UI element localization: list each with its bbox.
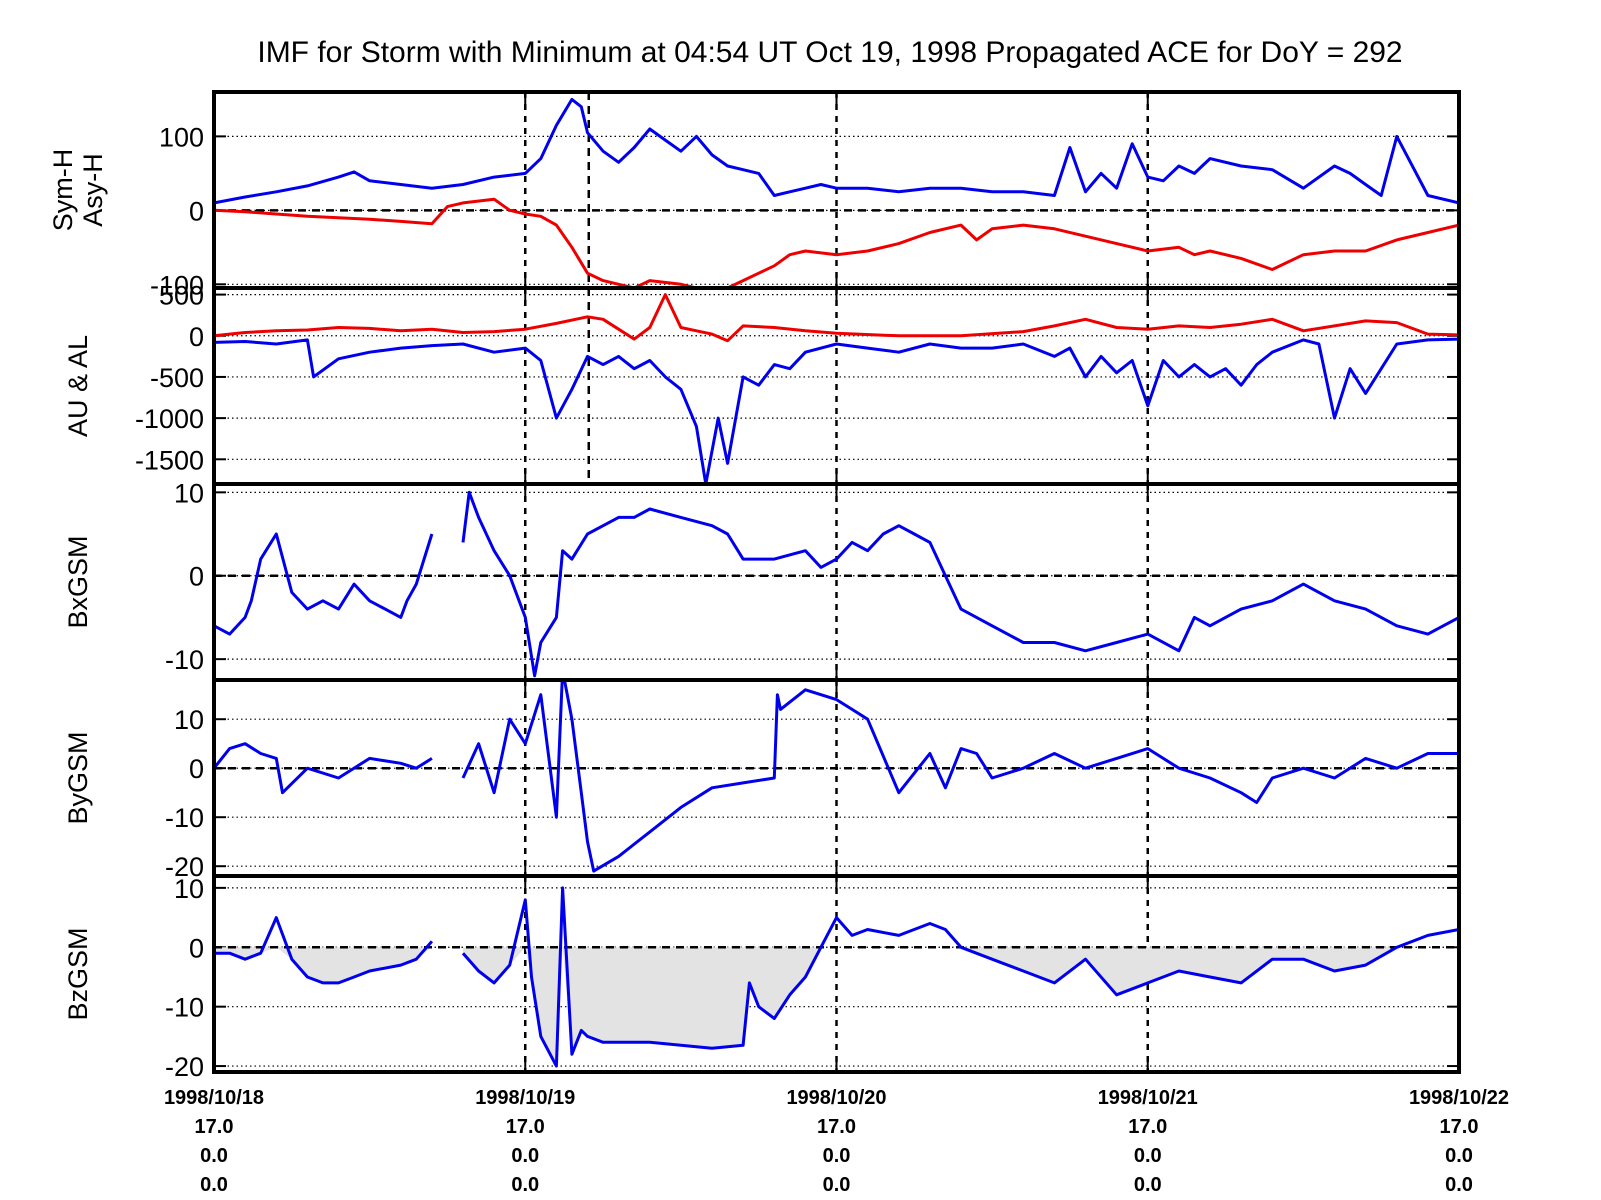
x-tick-sublabel: 0.0 bbox=[1445, 1174, 1473, 1196]
negative-area-fill bbox=[214, 947, 432, 983]
y-axis-label-line: ByGSM bbox=[63, 731, 93, 824]
y-tick-label: -10 bbox=[165, 803, 204, 833]
x-tick-group: 1998/10/20 17.0 0.0 0.0 bbox=[786, 1087, 886, 1196]
y-tick-label: -1500 bbox=[135, 445, 204, 475]
panel-bz: 10 0 -10 -20 BzGSM bbox=[63, 874, 1461, 1082]
x-tick-date: 1998/10/19 bbox=[475, 1087, 575, 1109]
x-tick-group: 1998/10/21 17.0 0.0 0.0 bbox=[1098, 1087, 1198, 1196]
series-line-bzgsm bbox=[214, 886, 1459, 1068]
x-tick-sublabel: 0.0 bbox=[511, 1174, 539, 1196]
y-axis-label-line: Asy-H bbox=[78, 153, 108, 227]
x-axis: 1998/10/18 17.0 0.0 0.0 1998/10/19 17.0 0.0 0.0… bbox=[164, 1087, 1509, 1196]
series-line-sym-h bbox=[214, 197, 1459, 288]
y-tick-label: -1000 bbox=[135, 404, 204, 434]
y-axis-label: Sym-HAsy-H bbox=[48, 149, 108, 232]
x-tick-sublabel: 17.0 bbox=[195, 1116, 234, 1138]
x-tick-sublabel: 0.0 bbox=[200, 1145, 228, 1167]
series-line-bygsm bbox=[214, 680, 1459, 873]
x-tick-sublabel: 0.0 bbox=[1445, 1145, 1473, 1167]
y-tick-label: -10 bbox=[165, 993, 204, 1023]
panel-bx: 10 0 -10 BxGSM bbox=[63, 478, 1461, 682]
x-tick-sublabel: 17.0 bbox=[1440, 1116, 1479, 1138]
panel-sym-asy: 100 0 -100 Sym-HAsy-H bbox=[48, 90, 1461, 300]
y-axis-label-line: Sym-H bbox=[48, 149, 78, 232]
x-tick-sublabel: 0.0 bbox=[511, 1145, 539, 1167]
series-line-au bbox=[214, 293, 1459, 343]
x-tick-date: 1998/10/20 bbox=[786, 1087, 886, 1109]
y-tick-label: 500 bbox=[159, 281, 204, 311]
y-tick-label: 10 bbox=[174, 874, 204, 904]
x-tick-date: 1998/10/21 bbox=[1098, 1087, 1198, 1109]
y-axis-label: BzGSM bbox=[63, 927, 93, 1020]
panel-frame bbox=[212, 874, 1461, 1074]
series-line-asy-h bbox=[214, 97, 1459, 205]
y-axis-label-line: BxGSM bbox=[63, 535, 93, 628]
y-tick-label: 0 bbox=[189, 754, 204, 784]
series-line-bxgsm bbox=[214, 490, 1459, 678]
x-tick-group: 1998/10/18 17.0 0.0 0.0 bbox=[164, 1087, 264, 1196]
y-tick-label: 10 bbox=[174, 478, 204, 508]
y-axis-label-line: BzGSM bbox=[63, 927, 93, 1020]
y-tick-label: 0 bbox=[189, 322, 204, 352]
x-tick-sublabel: 17.0 bbox=[506, 1116, 545, 1138]
y-tick-label: 10 bbox=[174, 705, 204, 735]
panel-by: 10 0 -10 -20 ByGSM bbox=[63, 678, 1461, 882]
y-tick-label: -10 bbox=[165, 645, 204, 675]
x-tick-sublabel: 0.0 bbox=[823, 1174, 851, 1196]
x-tick-date: 1998/10/18 bbox=[164, 1087, 264, 1109]
y-tick-label: 0 bbox=[189, 933, 204, 963]
x-tick-sublabel: 17.0 bbox=[1128, 1116, 1167, 1138]
x-tick-sublabel: 0.0 bbox=[1134, 1145, 1162, 1167]
y-tick-label: 0 bbox=[189, 196, 204, 226]
y-tick-label: -100 bbox=[150, 270, 204, 300]
y-tick-label: -20 bbox=[165, 852, 204, 882]
panel-au-al: 500 0 -500 -1000 -1500 AU & AL bbox=[63, 281, 1461, 486]
y-tick-label: 0 bbox=[189, 562, 204, 592]
y-axis-label-line: AU & AL bbox=[63, 335, 93, 437]
x-tick-sublabel: 0.0 bbox=[200, 1174, 228, 1196]
x-tick-sublabel: 0.0 bbox=[823, 1145, 851, 1167]
y-axis-label: ByGSM bbox=[63, 731, 93, 824]
x-tick-sublabel: 17.0 bbox=[817, 1116, 856, 1138]
y-tick-label: -500 bbox=[150, 363, 204, 393]
x-tick-sublabel: 0.0 bbox=[1134, 1174, 1162, 1196]
y-tick-label: 100 bbox=[159, 122, 204, 152]
chart-title: IMF for Storm with Minimum at 04:54 UT O… bbox=[257, 36, 1402, 69]
y-tick-label: -20 bbox=[165, 1052, 204, 1082]
series-line-al bbox=[214, 337, 1459, 484]
x-tick-group: 1998/10/19 17.0 0.0 0.0 bbox=[475, 1087, 575, 1196]
y-axis-label: BxGSM bbox=[63, 535, 93, 628]
y-axis-label: AU & AL bbox=[63, 335, 93, 437]
x-tick-group: 1998/10/22 17.0 0.0 0.0 bbox=[1409, 1087, 1509, 1196]
x-tick-date: 1998/10/22 bbox=[1409, 1087, 1509, 1109]
